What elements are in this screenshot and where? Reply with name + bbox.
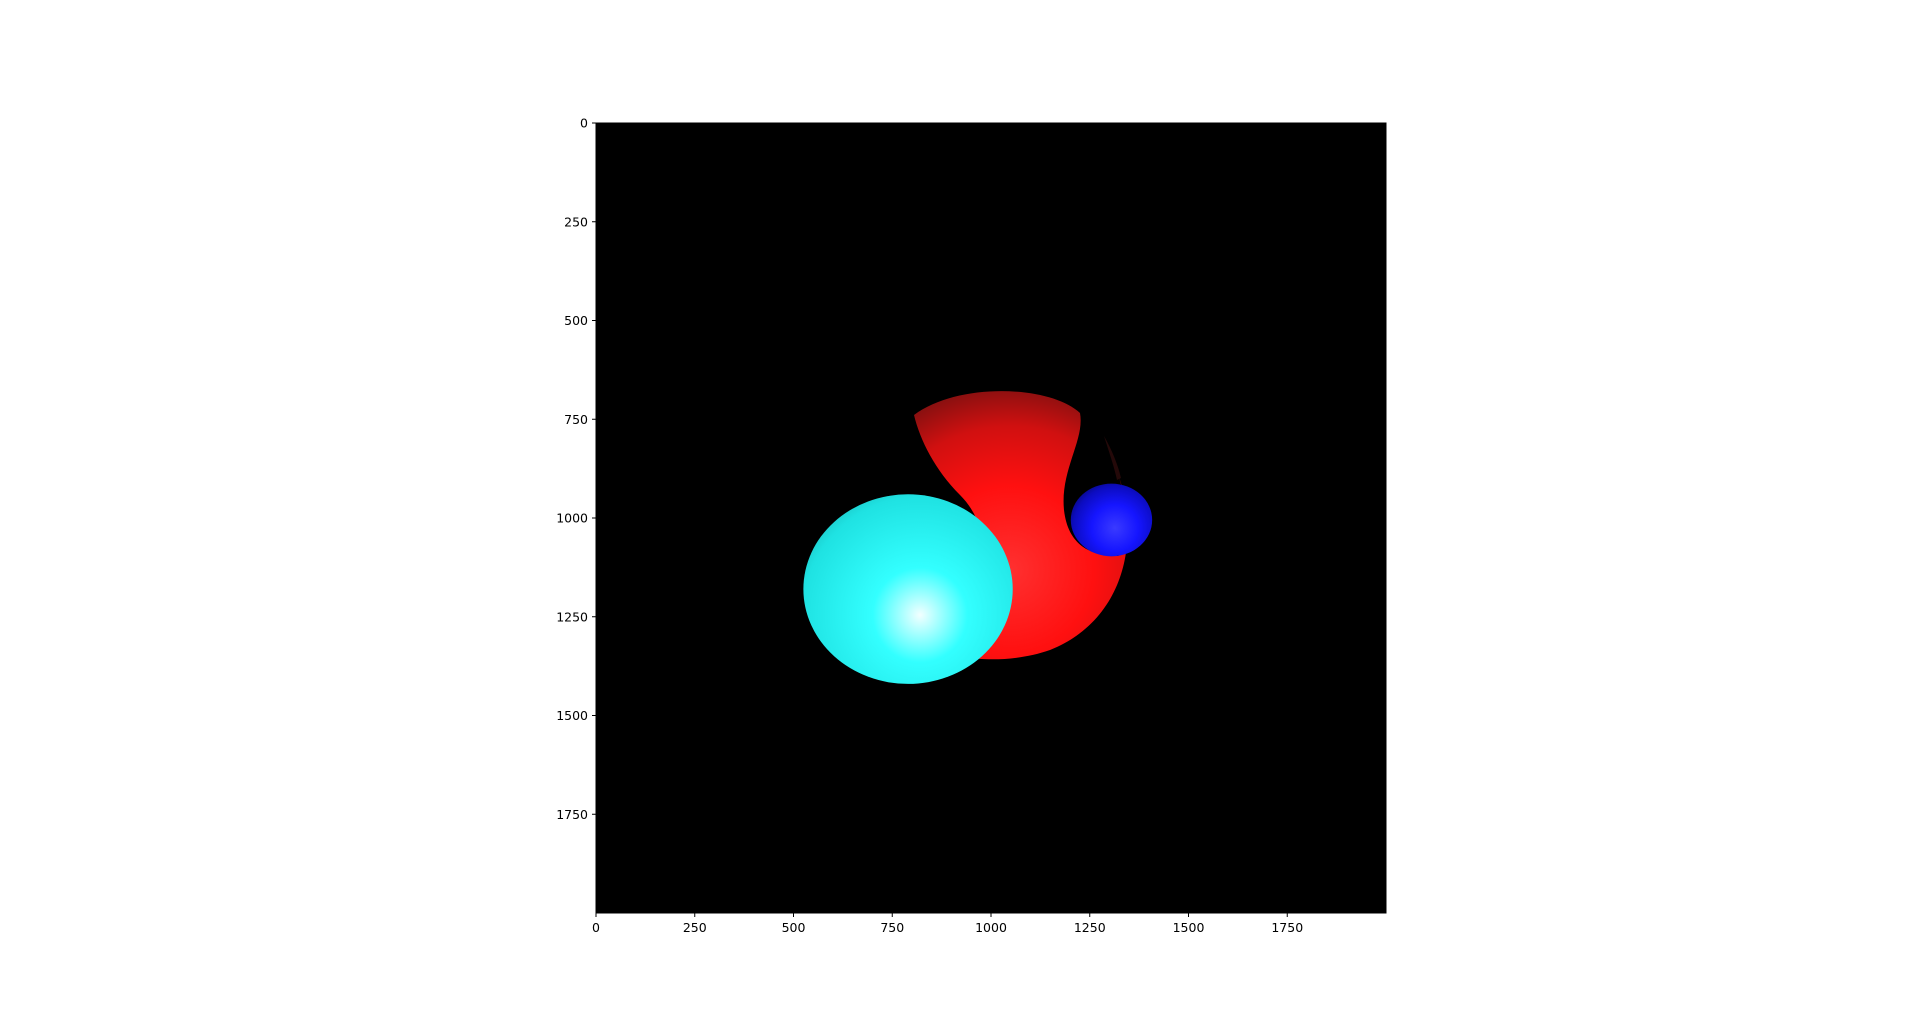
y-tick-label: 500 [564, 313, 588, 328]
y-axis: 0 250 500 750 1000 1250 1500 1750 [556, 116, 596, 822]
x-axis: 0 250 500 750 1000 1250 1500 1750 [592, 913, 1303, 935]
blue-sphere [1070, 483, 1153, 557]
x-tick-label: 1000 [975, 920, 1007, 935]
y-tick-label: 1000 [556, 511, 588, 526]
red-blob-lobe [1104, 436, 1121, 480]
x-tick-label: 1750 [1271, 920, 1303, 935]
x-tick-label: 0 [592, 920, 600, 935]
x-tick-label: 500 [782, 920, 806, 935]
x-tick-label: 1250 [1074, 920, 1106, 935]
y-tick-label: 1500 [556, 708, 588, 723]
plot-area [595, 122, 1387, 914]
y-tick-label: 750 [564, 412, 588, 427]
x-tick-label: 750 [880, 920, 904, 935]
red-blob [914, 391, 1131, 660]
cyan-sphere [803, 494, 1013, 684]
y-tick-label: 1250 [556, 609, 588, 624]
y-tick-label: 1750 [556, 807, 588, 822]
y-tick-label: 250 [564, 214, 588, 229]
rendered-objects [803, 391, 1153, 684]
x-tick-label: 250 [683, 920, 707, 935]
y-tick-label: 0 [580, 116, 588, 131]
x-tick-label: 1500 [1173, 920, 1205, 935]
